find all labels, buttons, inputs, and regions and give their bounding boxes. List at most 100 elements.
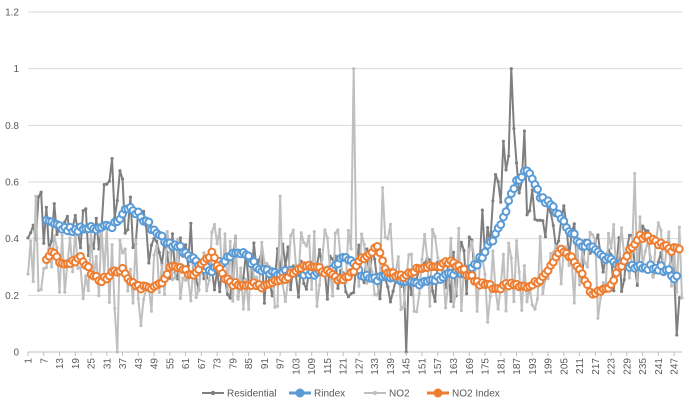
data-point: [212, 222, 217, 227]
data-point: [549, 210, 553, 214]
data-point: [504, 168, 508, 172]
data-point: [94, 255, 98, 259]
data-point: [141, 297, 146, 301]
data-point: [241, 307, 245, 311]
data-point: [105, 182, 109, 186]
data-point: [462, 249, 466, 253]
data-point: [228, 296, 232, 300]
data-point: [291, 228, 295, 232]
data-point: [433, 235, 437, 239]
data-point: [428, 304, 432, 308]
data-point: [110, 156, 114, 161]
data-point: [205, 289, 209, 293]
data-point: [252, 241, 256, 245]
data-point: [520, 308, 524, 312]
data-point: [344, 290, 348, 294]
data-point: [470, 240, 474, 244]
data-point: [656, 221, 660, 225]
data-point: [155, 244, 159, 248]
data-point: [346, 228, 351, 233]
data-point: [357, 284, 361, 288]
data-point: [467, 235, 471, 239]
data-point: [357, 243, 361, 247]
data-point: [522, 264, 527, 268]
data-point: [488, 294, 492, 299]
data-point: [244, 251, 254, 261]
data-point: [533, 184, 542, 194]
data-point: [36, 288, 41, 293]
data-point: [123, 247, 127, 251]
data-point: [551, 224, 555, 228]
x-tick-label: 175: [481, 358, 492, 375]
data-point: [399, 308, 403, 312]
data-point: [57, 290, 62, 294]
data-point: [496, 307, 500, 311]
legend-item: Rindex: [289, 388, 345, 400]
data-point: [63, 220, 67, 224]
data-point: [549, 251, 553, 256]
data-point: [34, 194, 38, 198]
data-point: [509, 256, 513, 260]
series-group: [26, 67, 684, 354]
data-point: [275, 304, 280, 308]
data-point: [254, 275, 259, 279]
data-point: [638, 215, 642, 219]
data-point: [538, 234, 542, 239]
data-point: [386, 237, 390, 241]
data-point: [465, 292, 469, 296]
data-point: [26, 236, 30, 240]
data-point: [131, 245, 135, 250]
data-point: [672, 271, 682, 281]
data-point: [110, 243, 114, 247]
data-point: [212, 288, 217, 292]
x-tick-label: 151: [417, 358, 428, 375]
data-point: [36, 195, 41, 199]
legend-marker: [295, 388, 305, 398]
data-point: [675, 333, 679, 337]
data-point: [612, 222, 616, 227]
x-tick-label: 85: [244, 358, 255, 370]
data-point: [365, 247, 369, 251]
data-point: [42, 241, 46, 245]
data-point: [102, 183, 106, 187]
data-point: [530, 303, 534, 307]
data-point: [643, 249, 647, 253]
data-point: [480, 208, 484, 212]
y-axis-ticks: 0 0.2 0.4 0.6 0.8 1 1.2: [5, 8, 19, 359]
data-point: [170, 232, 175, 236]
data-point: [480, 247, 490, 257]
data-point: [601, 281, 605, 285]
x-tick-label: 211: [575, 358, 586, 374]
data-point: [401, 305, 406, 309]
data-point: [44, 205, 48, 209]
legend-label: Residential: [227, 389, 276, 400]
data-point: [296, 295, 301, 299]
data-point: [317, 248, 322, 252]
data-point: [147, 261, 151, 265]
data-point: [388, 222, 393, 226]
data-point: [528, 209, 532, 213]
data-point: [352, 290, 356, 295]
data-point: [365, 281, 369, 285]
data-point: [375, 248, 385, 258]
data-point: [373, 293, 377, 297]
data-point: [514, 239, 519, 243]
data-point: [459, 308, 463, 313]
x-tick-label: 13: [55, 358, 66, 370]
x-tick-label: 157: [433, 358, 444, 375]
x-tick-label: 115: [323, 358, 334, 374]
x-tick-label: 121: [339, 358, 350, 375]
data-point: [207, 278, 211, 282]
data-point: [299, 231, 303, 235]
data-point: [134, 238, 138, 242]
data-point: [352, 67, 356, 71]
data-point: [491, 249, 495, 253]
data-point: [512, 299, 516, 304]
data-point: [304, 287, 309, 291]
data-point: [454, 287, 458, 291]
data-point: [596, 233, 600, 237]
x-tick-label: 103: [291, 358, 302, 375]
data-point: [170, 278, 175, 282]
data-point: [141, 209, 146, 213]
